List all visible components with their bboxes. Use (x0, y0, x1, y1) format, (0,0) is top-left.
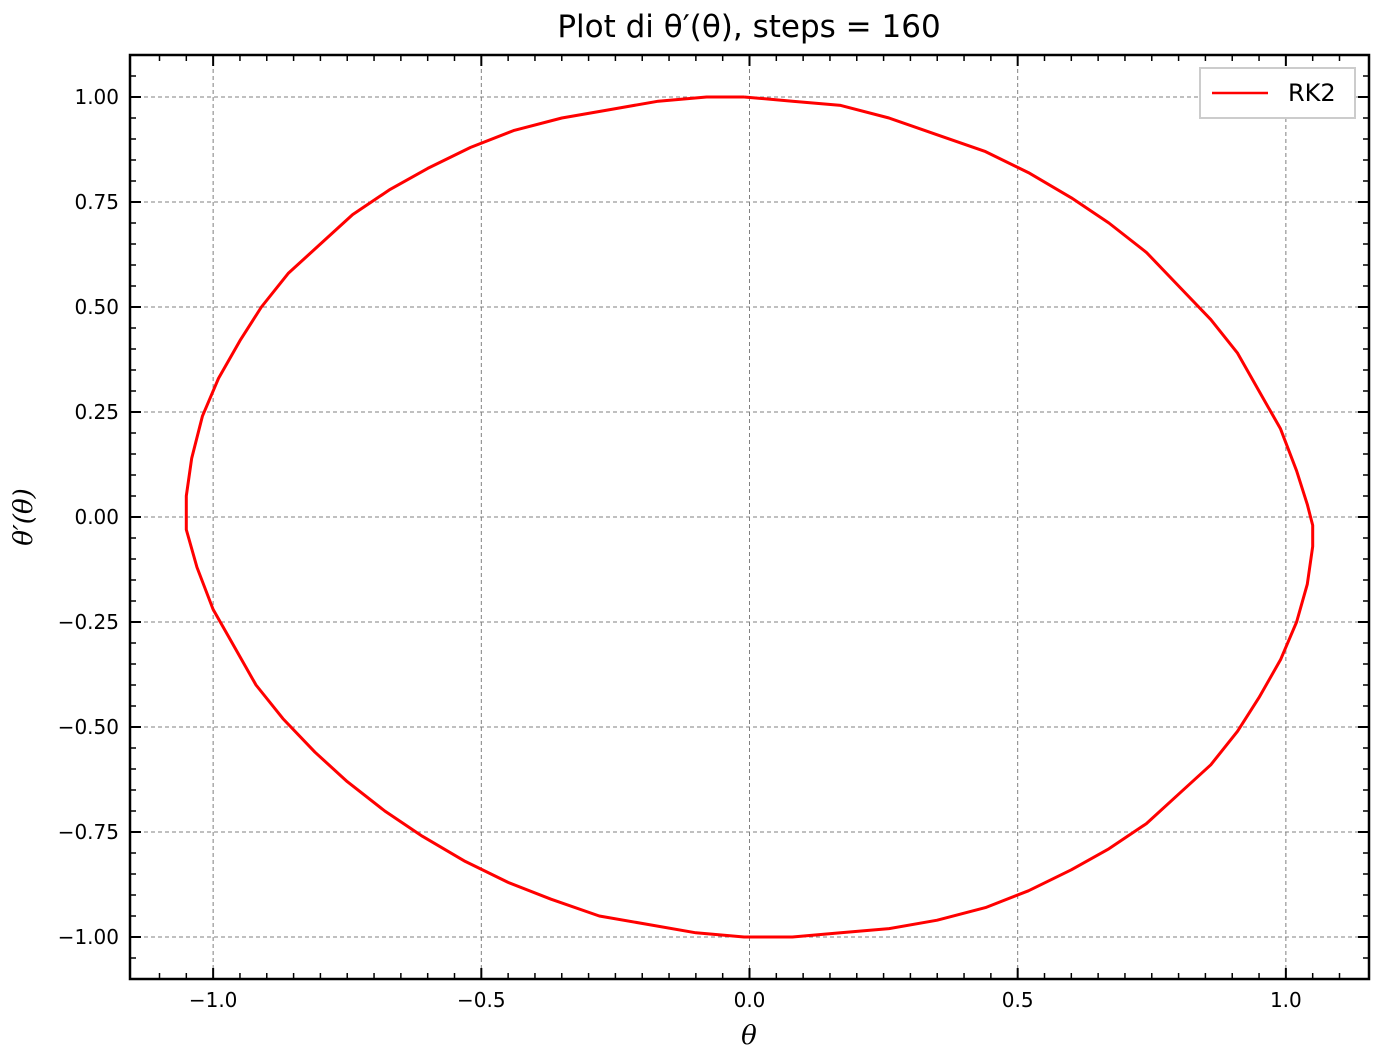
axis-ticks (130, 54, 1369, 980)
y-tick-label: −0.75 (58, 820, 119, 844)
y-tick-label: 0.25 (74, 400, 119, 424)
y-tick-label: −0.50 (58, 715, 119, 739)
x-tick-label: 0.0 (734, 988, 766, 1012)
y-tick-label: 0.75 (74, 190, 119, 214)
x-tick-label: −0.5 (457, 988, 506, 1012)
y-tick-label: −0.25 (58, 610, 119, 634)
y-axis-label: θ′(θ) (9, 488, 39, 546)
plot-area (184, 95, 1315, 939)
legend-box (1199, 67, 1356, 119)
y-tick-labels: 1.00 0.75 0.50 0.25 0.00 −0.25 −0.50 −0.75 −1.00 (58, 85, 119, 949)
y-tick-label: 1.00 (74, 85, 119, 109)
y-tick-label: 0.50 (74, 295, 119, 319)
x-axis-label: θ (741, 1021, 757, 1051)
x-tick-label: 0.5 (1002, 988, 1034, 1012)
x-tick-labels: −1.0 −0.5 0.0 0.5 1.0 (189, 988, 1302, 1012)
chart-title: Plot di θ′(θ), steps = 160 (557, 9, 940, 45)
x-tick-label: −1.0 (189, 988, 238, 1012)
x-tick-label: 1.0 (1270, 988, 1302, 1012)
legend: RK2 (1199, 67, 1356, 119)
y-tick-label: 0.00 (74, 505, 119, 529)
y-tick-label: −1.00 (58, 925, 119, 949)
legend-label-rk2: RK2 (1288, 79, 1336, 107)
series-line-rk2 (184, 95, 1315, 939)
